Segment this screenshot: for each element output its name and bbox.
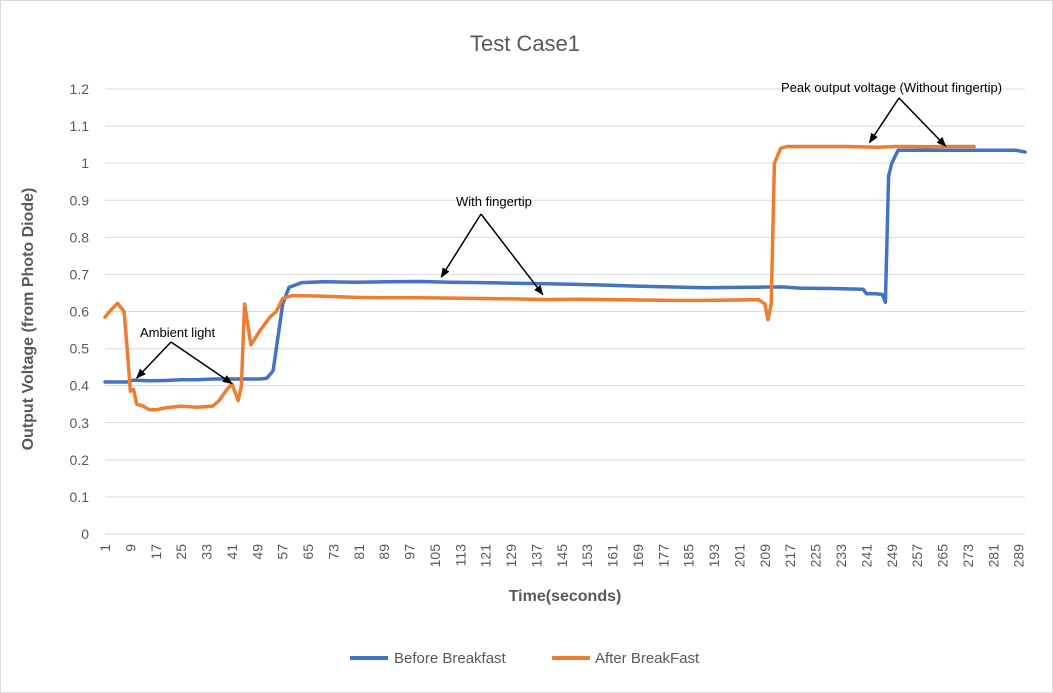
x-tick-label: 217	[782, 544, 798, 568]
legend: Before Breakfast After BreakFast	[350, 650, 700, 667]
x-tick-label: 137	[528, 544, 544, 568]
y-axis-title: Output Voltage (from Photo Diode)	[20, 188, 37, 451]
x-tick-label: 33	[199, 544, 215, 560]
series-line-after-breakfast	[103, 144, 976, 412]
series-lines	[103, 144, 1027, 412]
y-axis-ticks: 0 0.1 0.2 0.3 0.4 0.5 0.6 0.7 0.8 0.9 1 1.1 1.2	[70, 81, 90, 542]
y-tick-label: 0	[81, 526, 89, 542]
x-tick-label: 81	[351, 544, 367, 560]
x-tick-label: 121	[478, 544, 494, 568]
annotation-arrow	[868, 97, 900, 144]
y-tick-label: 0.8	[70, 229, 90, 245]
annotation-arrow	[170, 341, 233, 385]
x-tick-label: 273	[960, 544, 976, 568]
y-tick-label: 0.2	[70, 452, 90, 468]
x-tick-label: 257	[909, 544, 925, 568]
y-tick-label: 0.7	[70, 266, 90, 282]
y-tick-label: 0.1	[70, 489, 90, 505]
x-tick-label: 233	[833, 544, 849, 568]
series-line-before-breakfast	[103, 148, 1027, 384]
chart-title: Test Case1	[470, 31, 580, 56]
gridlines	[105, 88, 1025, 535]
legend-label: After BreakFast	[595, 650, 700, 667]
x-tick-label: 153	[579, 544, 595, 568]
x-tick-label: 73	[325, 544, 341, 560]
x-tick-label: 225	[808, 544, 824, 568]
annotation-label: Ambient light	[140, 325, 216, 340]
y-tick-label: 1.2	[70, 81, 90, 97]
y-tick-label: 0.3	[70, 415, 90, 431]
x-tick-label: 41	[224, 544, 240, 560]
x-tick-label: 265	[935, 544, 951, 568]
x-tick-label: 289	[1011, 544, 1027, 568]
x-tick-label: 145	[554, 544, 570, 568]
x-tick-label: 105	[427, 544, 443, 568]
x-tick-label: 281	[985, 544, 1001, 568]
x-tick-label: 1	[97, 544, 113, 552]
x-tick-label: 161	[605, 544, 621, 568]
x-tick-label: 113	[452, 544, 468, 567]
y-tick-label: 1	[81, 155, 89, 171]
x-tick-label: 249	[884, 544, 900, 568]
x-tick-label: 129	[503, 544, 519, 568]
x-tick-label: 65	[300, 544, 316, 560]
legend-label: Before Breakfast	[394, 650, 507, 667]
annotation-arrow	[480, 213, 544, 296]
x-tick-label: 17	[148, 544, 164, 560]
y-tick-label: 0.4	[70, 378, 90, 394]
x-tick-label: 169	[630, 544, 646, 568]
y-tick-label: 0.6	[70, 304, 90, 320]
x-tick-label: 177	[655, 544, 671, 568]
x-tick-label: 201	[731, 544, 747, 568]
y-tick-label: 0.9	[70, 192, 90, 208]
annotation-arrow	[440, 213, 482, 278]
x-tick-label: 25	[173, 544, 189, 560]
x-tick-label: 193	[706, 544, 722, 568]
x-tick-label: 89	[376, 544, 392, 560]
x-tick-label: 185	[681, 544, 697, 568]
y-tick-label: 1.1	[70, 118, 90, 134]
x-tick-label: 97	[402, 544, 418, 560]
x-tick-label: 209	[757, 544, 773, 568]
x-tick-label: 241	[858, 544, 874, 568]
x-tick-label: 57	[275, 544, 291, 560]
annotation-label: With fingertip	[456, 194, 532, 209]
annotation-label: Peak output voltage (Without fingertip)	[781, 80, 1002, 95]
x-axis-title: Time(seconds)	[509, 588, 622, 605]
annotation-arrow	[136, 341, 172, 379]
x-tick-label: 49	[249, 544, 265, 560]
annotation-arrow	[898, 97, 947, 147]
x-tick-label: 9	[122, 544, 138, 552]
annotations: Ambient light With fingertip Peak output v…	[136, 80, 1002, 385]
x-axis-ticks: 1 9 17 25 33 41 49 57 65 73 81 89 97 105 113 121 129 137 1…	[97, 544, 1027, 568]
y-tick-label: 0.5	[70, 341, 90, 357]
